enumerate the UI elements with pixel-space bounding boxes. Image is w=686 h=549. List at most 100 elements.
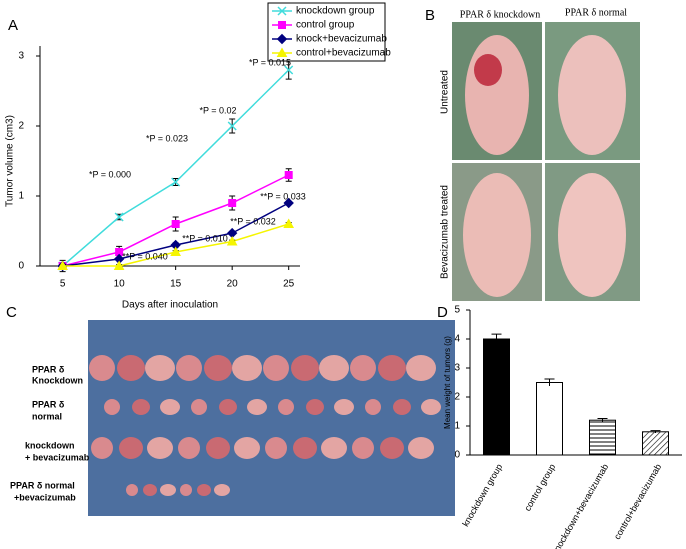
photo-label: PPAR δ knockdown (460, 9, 540, 20)
panel-label: C (6, 304, 17, 321)
mouse (558, 35, 626, 155)
tumor (408, 437, 434, 459)
tumor (321, 437, 347, 459)
y-tick-label: 3 (18, 51, 24, 62)
error-bar (491, 333, 502, 344)
x-tick-label: control+bevacizumab (612, 462, 663, 541)
tumor (278, 399, 294, 415)
row-label: knockdown (25, 440, 75, 450)
panel-label: B (425, 7, 435, 24)
photo-label: PPAR δ normal (565, 7, 627, 18)
row-label: + bevacizumab (25, 452, 90, 462)
marker (283, 197, 294, 209)
tumor (291, 355, 319, 381)
y-tick-label: 4 (454, 334, 460, 345)
error-bar (650, 430, 661, 433)
marker (114, 212, 124, 222)
tumor (247, 399, 267, 415)
error-bar (544, 378, 555, 386)
marker (57, 260, 68, 270)
annotation: **P = 0.040 (122, 251, 168, 261)
annotation: *P = 0.000 (89, 169, 131, 179)
x-tick-label: control group (522, 462, 557, 513)
marker (284, 171, 293, 179)
y-tick-label: 0 (454, 450, 460, 461)
tumor (380, 437, 404, 459)
tumor (393, 399, 411, 415)
tumor (119, 437, 143, 459)
tumor (178, 437, 200, 459)
marker (170, 246, 182, 256)
x-tick-label: 15 (170, 279, 182, 290)
bar (589, 419, 616, 456)
tumor (180, 484, 192, 496)
marker (171, 220, 180, 228)
bar (642, 431, 669, 456)
marker (171, 177, 181, 187)
y-tick-label: 5 (454, 305, 460, 316)
bar (536, 382, 563, 456)
tumor (132, 399, 150, 415)
row-label: PPAR δ (32, 364, 65, 374)
tumor (474, 54, 502, 86)
annotation: **P = 0.032 (230, 216, 276, 226)
mouse (465, 35, 529, 155)
marker (276, 33, 288, 45)
y-tick-label: 3 (454, 363, 460, 374)
tumor (176, 355, 202, 381)
tumor (104, 399, 120, 415)
tumor (89, 355, 115, 381)
tumor (160, 484, 176, 496)
tumor (263, 355, 289, 381)
tumor (160, 399, 180, 415)
tumor (293, 437, 317, 459)
marker (276, 47, 288, 57)
mouse (463, 173, 531, 297)
marker (226, 235, 238, 246)
y-tick-label: 2 (454, 392, 460, 403)
row-label: +bevacizumab (14, 492, 76, 502)
panel-label: D (437, 304, 448, 321)
tumor (350, 355, 376, 381)
x-tick-label: knockdown group (460, 462, 504, 528)
marker (113, 260, 125, 270)
marker (228, 199, 237, 207)
legend-label: knockdown group (296, 6, 375, 17)
bar (483, 338, 510, 456)
marker (277, 6, 287, 16)
row-label: Bevacizumab treated (440, 185, 451, 279)
photo (88, 320, 455, 516)
tumor (191, 399, 207, 415)
tumor (406, 355, 436, 381)
tumor (265, 437, 287, 459)
marker (278, 21, 286, 29)
annotation: **P = 0.033 (260, 191, 306, 201)
tumor (352, 437, 374, 459)
tumor (219, 399, 237, 415)
marker (283, 218, 295, 228)
tumor (365, 399, 381, 415)
annotation: *P = 0.015 (249, 57, 291, 67)
tumor (421, 399, 441, 415)
tumor (214, 484, 230, 496)
x-tick-label: 5 (60, 279, 66, 290)
y-tick-label: 2 (18, 121, 24, 132)
tumor (145, 355, 175, 381)
tumor (206, 437, 230, 459)
tumor (306, 399, 324, 415)
x-tick-label: 20 (227, 279, 239, 290)
annotation: *P = 0.02 (199, 105, 236, 115)
photo-grid (452, 22, 640, 301)
series-line (62, 69, 290, 267)
marker (227, 121, 237, 131)
tumor (378, 355, 406, 381)
marker (284, 65, 294, 75)
y-axis-label: Mean weight of tumors (g) (443, 336, 452, 429)
tumor (147, 437, 173, 459)
tumor (204, 355, 232, 381)
annotation: *P = 0.023 (146, 133, 188, 143)
error-bar (597, 417, 608, 422)
row-label: Knockdown (32, 375, 83, 385)
x-tick-label: 25 (283, 279, 295, 290)
